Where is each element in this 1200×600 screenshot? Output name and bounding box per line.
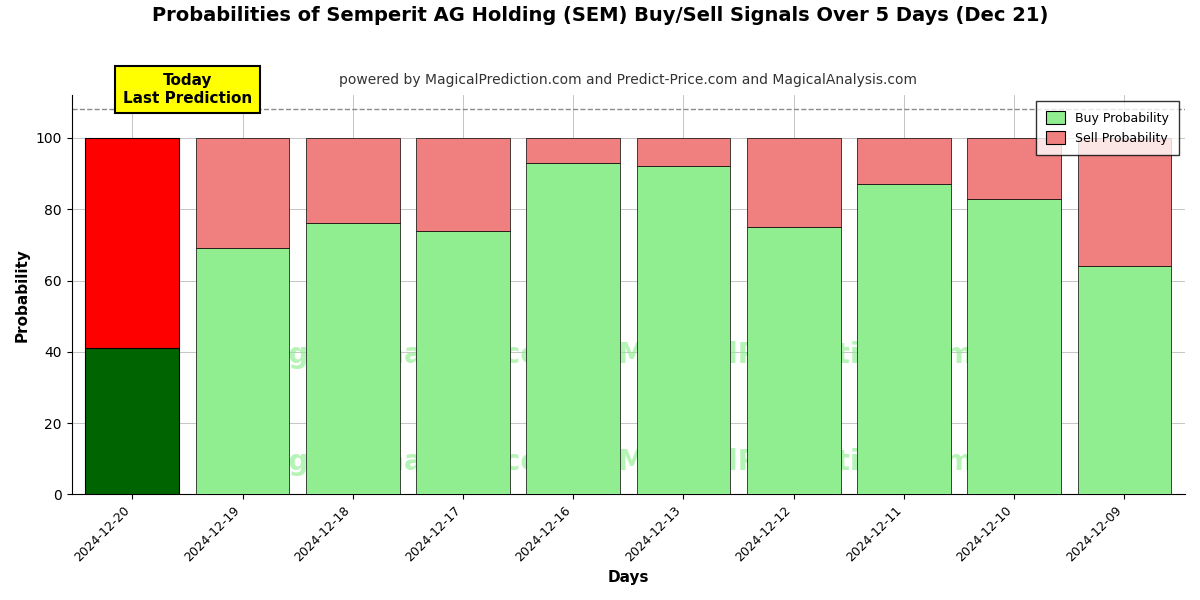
Bar bbox=[967, 138, 1061, 199]
Bar bbox=[636, 166, 731, 494]
Text: MagicalPrediction.com: MagicalPrediction.com bbox=[617, 341, 973, 368]
Bar bbox=[416, 230, 510, 494]
Bar bbox=[196, 138, 289, 248]
Bar bbox=[85, 348, 179, 494]
Legend: Buy Probability, Sell Probability: Buy Probability, Sell Probability bbox=[1036, 101, 1178, 155]
Bar bbox=[1078, 138, 1171, 266]
Bar bbox=[967, 199, 1061, 494]
Text: MagicalAnalysis.com: MagicalAnalysis.com bbox=[242, 448, 569, 476]
Bar bbox=[416, 138, 510, 230]
Bar bbox=[857, 184, 950, 494]
Bar bbox=[306, 223, 400, 494]
Text: MagicalPrediction.com: MagicalPrediction.com bbox=[617, 448, 973, 476]
Bar bbox=[1078, 266, 1171, 494]
X-axis label: Days: Days bbox=[607, 570, 649, 585]
Text: MagicalAnalysis.com: MagicalAnalysis.com bbox=[242, 341, 569, 368]
Bar bbox=[527, 163, 620, 494]
Bar bbox=[746, 138, 840, 227]
Title: powered by MagicalPrediction.com and Predict-Price.com and MagicalAnalysis.com: powered by MagicalPrediction.com and Pre… bbox=[340, 73, 917, 87]
Text: Today
Last Prediction: Today Last Prediction bbox=[122, 73, 252, 106]
Bar bbox=[306, 138, 400, 223]
Bar bbox=[85, 138, 179, 348]
Text: Probabilities of Semperit AG Holding (SEM) Buy/Sell Signals Over 5 Days (Dec 21): Probabilities of Semperit AG Holding (SE… bbox=[152, 6, 1048, 25]
Bar bbox=[196, 248, 289, 494]
Bar bbox=[746, 227, 840, 494]
Y-axis label: Probability: Probability bbox=[16, 248, 30, 342]
Bar bbox=[636, 138, 731, 166]
Bar bbox=[857, 138, 950, 184]
Bar bbox=[527, 138, 620, 163]
